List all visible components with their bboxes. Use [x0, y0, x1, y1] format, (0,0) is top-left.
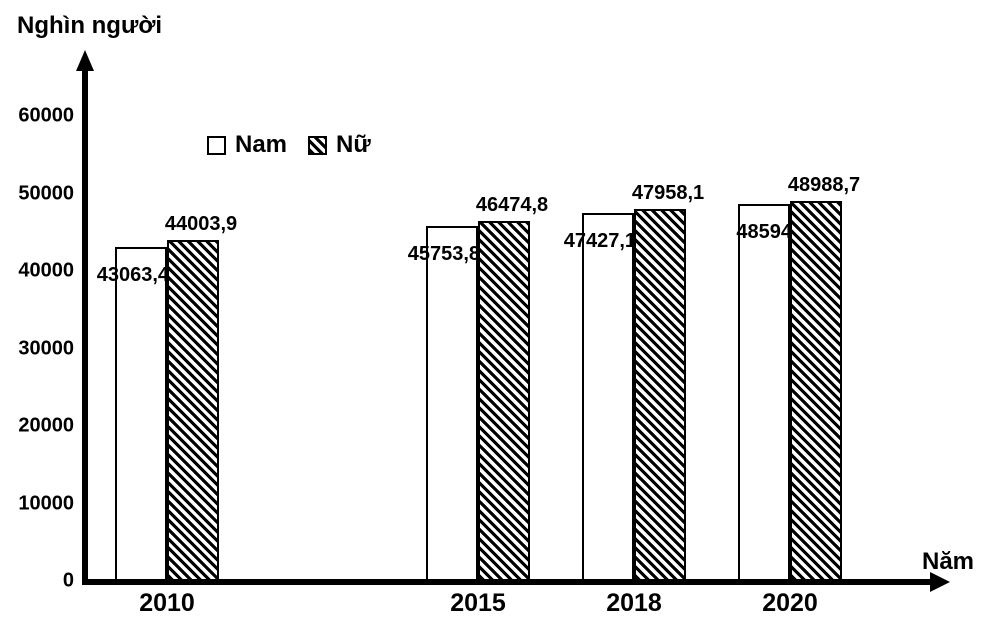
value-label-nam-2018: 47427,1 [563, 230, 636, 253]
x-axis-title: Năm [922, 548, 975, 575]
value-label-nu-2010: 44003,9 [164, 212, 238, 235]
legend-swatch-nam [207, 135, 226, 155]
y-tick-label-20000: 20000 [18, 414, 74, 437]
legend-item-nu: Nữ [308, 131, 371, 159]
legend: Nam Nữ [207, 131, 371, 159]
bar-nam-2015 [426, 226, 478, 581]
legend-swatch-nu [308, 135, 328, 155]
legend-label-nu: Nữ [336, 131, 371, 158]
y-tick-label-10000: 10000 [18, 492, 74, 514]
y-tick-label-0: 0 [62, 569, 74, 592]
category-label-2018: 2018 [606, 589, 662, 617]
y-axis-title: Nghìn người [17, 12, 163, 39]
x-axis-arrow-icon [930, 571, 950, 592]
y-tick-label-60000: 60000 [18, 104, 74, 127]
y-axis-arrow-icon [76, 50, 94, 71]
bar-nam-2020 [738, 204, 790, 581]
value-label-nam-2015: 45753,8 [407, 243, 480, 266]
value-label-nu-2015: 46474,8 [475, 193, 549, 216]
legend-label-nam: Nam [235, 131, 288, 158]
y-tick-label-30000: 30000 [18, 337, 74, 359]
y-tick-label-40000: 40000 [18, 259, 74, 282]
bar-nu-2015 [478, 220, 530, 581]
bar-nam-2018 [582, 213, 634, 581]
category-label-2015: 2015 [450, 589, 506, 617]
value-label-nam-2020: 48594 [736, 221, 792, 244]
bar-nu-2010 [167, 239, 219, 581]
value-label-nu-2020: 48988,7 [787, 174, 861, 197]
bar-nam-2010 [115, 247, 167, 581]
category-label-2010: 2010 [139, 589, 195, 617]
value-label-nam-2010: 43063,4 [96, 264, 169, 287]
y-tick-label-50000: 50000 [18, 182, 74, 204]
bar-nu-2018 [634, 209, 686, 581]
y-axis-line [82, 68, 88, 585]
bar-nu-2020 [790, 201, 842, 581]
value-label-nu-2018: 47958,1 [631, 182, 705, 205]
category-label-2020: 2020 [762, 589, 818, 617]
legend-item-nam: Nam [207, 131, 287, 159]
x-axis-line [82, 579, 932, 585]
